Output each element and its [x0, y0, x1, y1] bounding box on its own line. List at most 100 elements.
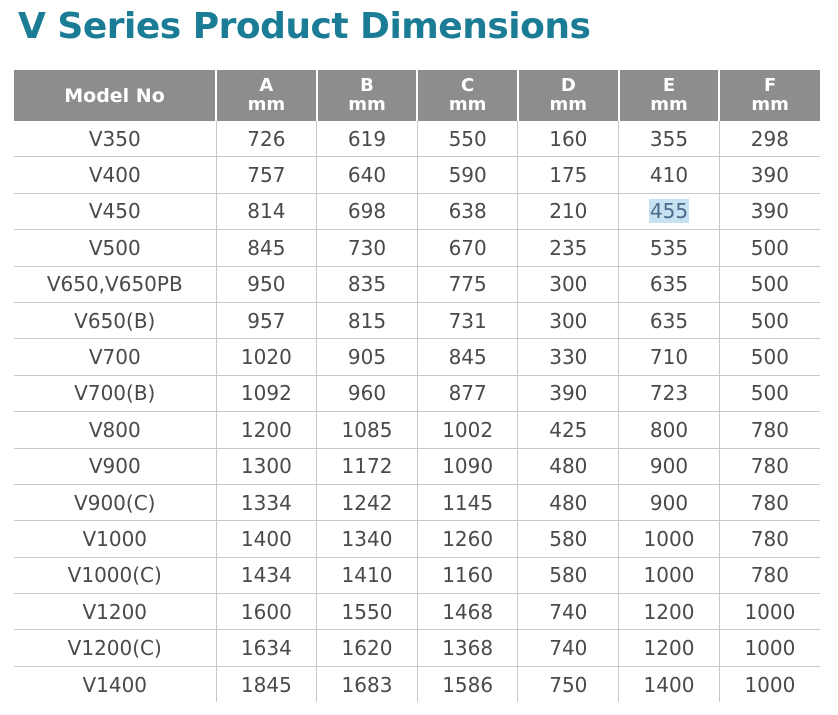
value-cell: 500: [719, 265, 820, 303]
value-cell: 1400: [618, 665, 720, 703]
header-unit: mm: [247, 93, 286, 115]
header-model-no: Model No: [14, 70, 218, 121]
value-cell: 845: [417, 338, 519, 376]
header-letter: D: [560, 74, 576, 96]
model-cell: V650(B): [14, 301, 217, 339]
header-letter: C: [461, 74, 475, 96]
value-cell: 835: [316, 265, 418, 303]
value-cell: 960: [316, 374, 418, 412]
value-cell: 500: [719, 374, 820, 412]
table-row: V1200(C) 1634 1620 1368 740 1200 1000: [14, 629, 820, 667]
table-row: V900(C) 1334 1242 1145 480 900 780: [14, 483, 820, 521]
table-row: V1200 1600 1550 1468 740 1200 1000: [14, 593, 820, 630]
value-cell: 1468: [417, 593, 519, 630]
value-cell: 1085: [316, 411, 418, 449]
value-cell: 730: [316, 229, 418, 267]
value-cell: 750: [517, 665, 620, 703]
value-cell: 635: [618, 301, 720, 339]
value-cell: 500: [719, 338, 820, 376]
model-cell: V700: [14, 338, 217, 376]
table-row: V900 1300 1172 1090 480 900 780: [14, 447, 820, 485]
value-cell: 580: [517, 520, 620, 558]
value-cell: 731: [417, 301, 519, 339]
value-cell: 740: [517, 629, 620, 667]
value-cell: 1620: [316, 629, 418, 667]
value-cell: 1550: [316, 593, 418, 630]
model-cell: V650,V650PB: [14, 265, 217, 303]
value-cell: 580: [517, 556, 620, 594]
value-cell: 845: [216, 229, 318, 267]
value-cell: 330: [517, 338, 620, 376]
value-cell: 390: [719, 156, 820, 194]
value-cell: 1600: [216, 593, 318, 630]
value-cell: 1200: [618, 593, 720, 630]
value-cell: 500: [719, 229, 820, 267]
model-cell: V1200: [14, 593, 217, 630]
model-cell: V450: [14, 192, 217, 230]
header-unit: mm: [348, 93, 386, 115]
value-cell: 480: [517, 483, 620, 521]
value-cell: 1172: [316, 447, 418, 485]
header-unit: mm: [448, 93, 487, 115]
table-body: V350 726 619 550 160 355 298 V400 757 640 590 175 41…: [14, 121, 820, 703]
table-row: V650(B) 957 815 731 300 635 500: [14, 301, 820, 339]
value-cell: 814: [216, 192, 318, 230]
model-cell: V1000(C): [14, 556, 217, 594]
value-cell: 1020: [216, 338, 318, 376]
value-cell: 1410: [316, 556, 418, 594]
selected-value[interactable]: 455: [648, 199, 690, 224]
value-cell: 160: [517, 121, 620, 157]
value-cell: 410: [618, 156, 720, 194]
header-unit: mm: [751, 93, 789, 115]
value-cell: 1400: [216, 520, 318, 558]
value-cell: 780: [719, 411, 820, 449]
model-cell: V1200(C): [14, 629, 217, 667]
value-cell: 1002: [417, 411, 519, 449]
value-cell: 1260: [417, 520, 519, 558]
value-cell: 1160: [417, 556, 519, 594]
model-cell: V1400: [14, 665, 217, 703]
value-cell: 780: [719, 483, 820, 521]
value-cell: 877: [417, 374, 519, 412]
model-cell: V500: [14, 229, 217, 267]
value-cell: 390: [719, 192, 820, 230]
value-cell: 1242: [316, 483, 418, 521]
value-cell: 550: [417, 121, 519, 157]
value-cell: 1092: [216, 374, 318, 412]
value-cell: 723: [618, 374, 720, 412]
model-cell: V900: [14, 447, 217, 485]
table-row: V1000(C) 1434 1410 1160 580 1000 780: [14, 556, 820, 594]
table-row: V500 845 730 670 235 535 500: [14, 229, 820, 267]
value-cell: 800: [618, 411, 720, 449]
table-row: V700(B) 1092 960 877 390 723 500: [14, 374, 820, 412]
value-cell: 900: [618, 447, 720, 485]
model-cell: V350: [14, 121, 217, 157]
value-cell: 175: [517, 156, 620, 194]
value-cell: 1300: [216, 447, 318, 485]
value-cell: 1200: [216, 411, 318, 449]
model-cell: V700(B): [14, 374, 217, 412]
value-cell: 635: [618, 265, 720, 303]
value-cell: 480: [517, 447, 620, 485]
value-cell: 1340: [316, 520, 418, 558]
value-cell: 780: [719, 556, 820, 594]
value-cell: 1000: [719, 629, 820, 667]
value-cell: 1000: [618, 556, 720, 594]
value-cell: 638: [417, 192, 519, 230]
value-cell: 815: [316, 301, 418, 339]
value-cell: 900: [618, 483, 720, 521]
value-cell: 957: [216, 301, 318, 339]
value-cell: 1845: [216, 665, 318, 703]
value-cell: 780: [719, 520, 820, 558]
value-cell: 710: [618, 338, 720, 376]
value-cell: 740: [517, 593, 620, 630]
value-cell: 1000: [719, 665, 820, 703]
value-cell: 455: [618, 192, 720, 230]
value-cell: 590: [417, 156, 519, 194]
value-cell: 210: [517, 192, 620, 230]
